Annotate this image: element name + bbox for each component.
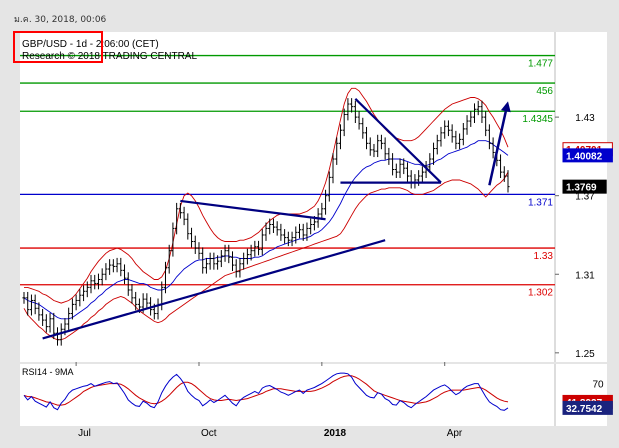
highlight-box: [13, 31, 103, 63]
y-tick-label: 1.43: [575, 113, 595, 124]
x-tick-label: Oct: [201, 428, 217, 439]
rsi-lines: [23, 372, 509, 411]
level-label: 1.4345: [522, 114, 553, 125]
chart-subtitle: Research © 2018 TRADING CENTRAL: [22, 51, 197, 62]
y-tick-label: 1.37: [575, 192, 595, 203]
level-label: 1.33: [534, 251, 554, 262]
value-tag: [562, 179, 607, 194]
forecast-arrow: [488, 110, 508, 186]
rsi-line: [23, 372, 509, 411]
horizontal-levels: 1.477 456 1.4345 1.371 1.33 1.302: [20, 54, 555, 299]
rsi-title: RSI14 - 9MA: [22, 367, 74, 377]
level-label: 456: [536, 86, 553, 97]
value-tag: [562, 400, 613, 415]
level-label: 1.371: [528, 197, 553, 208]
x-tick-label: Apr: [447, 428, 463, 439]
price-axis-bg: [555, 32, 607, 362]
trendline: [42, 239, 386, 340]
value-tag: [562, 148, 613, 163]
axis-labels: 1.431.371.311.25JulOct2018Apr7030: [75, 113, 604, 439]
value-tag-label: 1.3769: [566, 183, 597, 194]
rsi-tick-label: 70: [592, 380, 604, 391]
value-tag-label: 32.7542: [566, 404, 603, 415]
rsi-ma-line: [23, 375, 509, 406]
chart-title: GBP/USD - 1d - 2:06:00 (CET): [22, 39, 159, 50]
main-plot-bg: [20, 32, 555, 362]
x-tick-label: 2018: [324, 428, 347, 439]
moving-average-line: [23, 140, 509, 320]
bollinger-lower-line: [23, 171, 509, 341]
forecast-arrow-head: [500, 101, 511, 113]
y-tick-label: 1.25: [575, 349, 595, 360]
trendline: [180, 199, 326, 221]
trendline: [354, 97, 442, 184]
level-label: 1.302: [528, 288, 553, 299]
value-tag-label: 1.40082: [566, 151, 603, 162]
y-tick-label: 1.31: [575, 270, 595, 281]
level-label: 1.477: [528, 59, 553, 70]
x-tick-label: Jul: [78, 428, 91, 439]
timestamp-header: ม.ค. 30, 2018, 00:06: [14, 15, 107, 25]
trendlines: [42, 97, 511, 340]
